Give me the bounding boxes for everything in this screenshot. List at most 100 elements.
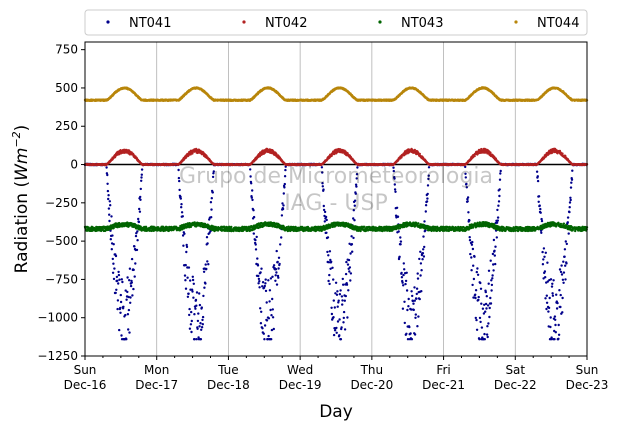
- data-point: [265, 290, 267, 292]
- data-point: [115, 255, 117, 257]
- data-point: [471, 284, 473, 286]
- data-point: [210, 208, 212, 210]
- data-point: [562, 261, 564, 263]
- data-point: [496, 209, 498, 211]
- data-point: [419, 274, 421, 276]
- data-point: [263, 338, 265, 340]
- data-point: [469, 236, 471, 238]
- data-point: [417, 222, 419, 224]
- data-point: [541, 220, 543, 222]
- data-point: [485, 291, 487, 293]
- data-point: [478, 296, 480, 298]
- data-point: [138, 221, 140, 223]
- data-point: [188, 266, 190, 268]
- data-point: [329, 250, 331, 252]
- data-point: [121, 278, 123, 280]
- data-point: [199, 304, 201, 306]
- data-point: [109, 204, 111, 206]
- data-point: [211, 197, 213, 199]
- data-point: [200, 329, 202, 331]
- data-point: [551, 292, 553, 294]
- data-point: [556, 302, 558, 304]
- data-point: [415, 298, 417, 300]
- data-point: [327, 280, 329, 282]
- data-point: [484, 338, 486, 340]
- data-point: [272, 316, 274, 318]
- data-point: [140, 188, 142, 190]
- data-point: [545, 308, 547, 310]
- data-point: [194, 308, 196, 310]
- data-point: [113, 278, 115, 280]
- data-point: [127, 313, 129, 315]
- data-point: [567, 221, 569, 223]
- data-point: [543, 256, 545, 258]
- data-point: [276, 250, 278, 252]
- data-point: [134, 275, 136, 277]
- data-point: [117, 282, 119, 284]
- data-point: [107, 198, 109, 200]
- data-point: [135, 235, 137, 237]
- data-point: [413, 286, 415, 288]
- data-point: [476, 267, 478, 269]
- data-point: [251, 197, 253, 199]
- data-point: [497, 216, 499, 218]
- data-point: [257, 264, 259, 266]
- data-point: [259, 271, 261, 273]
- data-point: [343, 317, 345, 319]
- data-point: [420, 290, 422, 292]
- data-point: [191, 152, 193, 154]
- data-point: [133, 245, 135, 247]
- data-point: [331, 313, 333, 315]
- data-point: [426, 197, 428, 199]
- data-point: [183, 233, 185, 235]
- data-point: [202, 316, 204, 318]
- data-point: [348, 270, 350, 272]
- data-point: [185, 251, 187, 253]
- data-point: [540, 218, 542, 220]
- data-point: [487, 336, 489, 338]
- data-point: [116, 280, 118, 282]
- data-point: [346, 316, 348, 318]
- data-point: [197, 312, 199, 314]
- data-point: [498, 195, 500, 197]
- data-point: [125, 338, 127, 340]
- data-point: [198, 325, 200, 327]
- data-point: [423, 255, 425, 257]
- data-point: [488, 283, 490, 285]
- data-point: [554, 324, 556, 326]
- data-point: [539, 204, 541, 206]
- data-point: [540, 212, 542, 214]
- data-point: [411, 338, 413, 340]
- data-point: [344, 328, 346, 330]
- data-point: [414, 300, 416, 302]
- data-point: [140, 176, 142, 178]
- data-point: [193, 313, 195, 315]
- data-point: [417, 315, 419, 317]
- data-point: [567, 216, 569, 218]
- data-point: [350, 235, 352, 237]
- data-point: [472, 248, 474, 250]
- data-point: [571, 179, 573, 181]
- data-point: [479, 317, 481, 319]
- data-point: [139, 199, 141, 201]
- data-point: [106, 183, 108, 185]
- data-point: [345, 273, 347, 275]
- data-point: [403, 301, 405, 303]
- data-point: [139, 196, 141, 198]
- data-point: [272, 308, 274, 310]
- data-point: [486, 325, 488, 327]
- data-point: [409, 332, 411, 334]
- data-point: [475, 289, 477, 291]
- data-point: [483, 333, 485, 335]
- data-point: [329, 226, 331, 228]
- data-point: [253, 232, 255, 234]
- data-point: [403, 268, 405, 270]
- data-point: [570, 182, 572, 184]
- data-point: [118, 274, 120, 276]
- data-point: [345, 295, 347, 297]
- data-point: [230, 226, 232, 228]
- data-point: [481, 326, 483, 328]
- data-point: [494, 246, 496, 248]
- data-point: [402, 308, 404, 310]
- data-point: [398, 256, 400, 258]
